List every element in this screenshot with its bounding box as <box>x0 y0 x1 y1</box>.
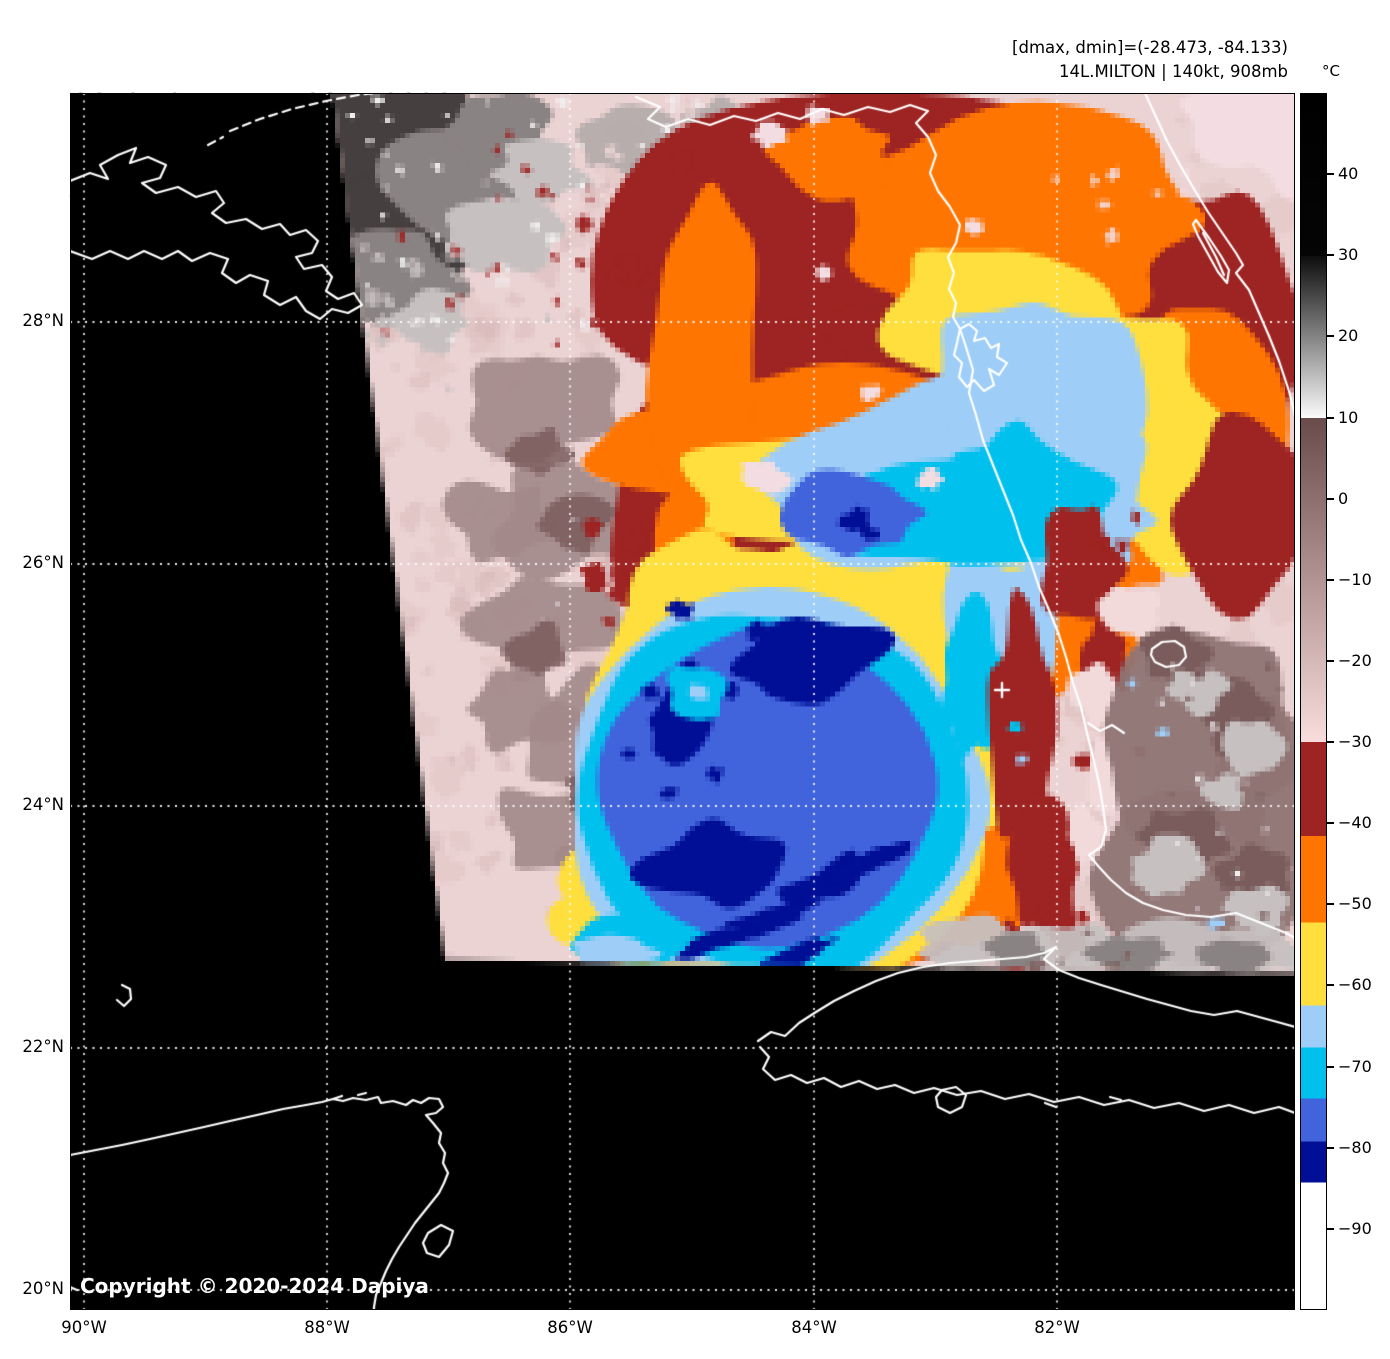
x-axis-label-82°W: 82°W <box>1034 1318 1080 1337</box>
colorbar-label-−60: −60 <box>1338 975 1372 995</box>
y-axis-label-28°N: 28°N <box>22 311 64 330</box>
colorbar-tick-−80 <box>1327 1146 1334 1149</box>
colorbar-label-40: 40 <box>1338 164 1359 184</box>
colorbar-label-0: 0 <box>1338 488 1349 508</box>
x-axis-label-88°W: 88°W <box>304 1318 350 1337</box>
dmax-dmin-readout: [dmax, dmin]=(-28.473, -84.133) <box>1012 38 1288 57</box>
colorbar-tick-30 <box>1327 254 1334 257</box>
colorbar-label-−80: −80 <box>1338 1137 1372 1157</box>
colorbar-tick-20 <box>1327 335 1334 338</box>
colorbar-tick-−10 <box>1327 578 1334 581</box>
colorbar-label-30: 30 <box>1338 245 1359 265</box>
map-overlay-canvas <box>70 93 1295 1310</box>
colorbar-label-−10: −10 <box>1338 569 1372 589</box>
storm-info: [dmax, dmin]=(-28.473, -84.133) 14L.MILT… <box>1012 36 1288 84</box>
colorbar-label-−30: −30 <box>1338 732 1372 752</box>
y-axis-label-24°N: 24°N <box>22 795 64 814</box>
map-plot-area: Copyright © 2020-2024 Dapiya <box>70 93 1295 1310</box>
colorbar-tick-−50 <box>1327 903 1334 906</box>
colorbar-tick-−30 <box>1327 741 1334 744</box>
colorbar-tick-−40 <box>1327 822 1334 825</box>
colorbar-label-20: 20 <box>1338 326 1359 346</box>
colorbar-label-−20: −20 <box>1338 650 1372 670</box>
y-axis-label-26°N: 26°N <box>22 553 64 572</box>
colorbar-label-−40: −40 <box>1338 813 1372 833</box>
copyright-text: Copyright © 2020-2024 Dapiya <box>80 1274 429 1298</box>
storm-id-intensity: 14L.MILTON | 140kt, 908mb <box>1059 62 1288 81</box>
colorbar-tick-−90 <box>1327 1227 1334 1230</box>
colorbar-unit-label: °C <box>1322 62 1340 80</box>
colorbar-label-−90: −90 <box>1338 1218 1372 1238</box>
colorbar-tick-0 <box>1327 497 1334 500</box>
y-axis-label-20°N: 20°N <box>22 1279 64 1298</box>
colorbar-label-−70: −70 <box>1338 1056 1372 1076</box>
colorbar-tick-10 <box>1327 416 1334 419</box>
y-axis-label-22°N: 22°N <box>22 1037 64 1056</box>
colorbar-label-−50: −50 <box>1338 894 1372 914</box>
colorbar-tick-−60 <box>1327 984 1334 987</box>
colorbar-tick-−70 <box>1327 1065 1334 1068</box>
x-axis-label-84°W: 84°W <box>791 1318 837 1337</box>
colorbar <box>1300 93 1327 1310</box>
x-axis-label-86°W: 86°W <box>547 1318 593 1337</box>
colorbar-label-10: 10 <box>1338 407 1359 427</box>
colorbar-tick-−20 <box>1327 659 1334 662</box>
colorbar-tick-40 <box>1327 173 1334 176</box>
x-axis-label-90°W: 90°W <box>61 1318 107 1337</box>
